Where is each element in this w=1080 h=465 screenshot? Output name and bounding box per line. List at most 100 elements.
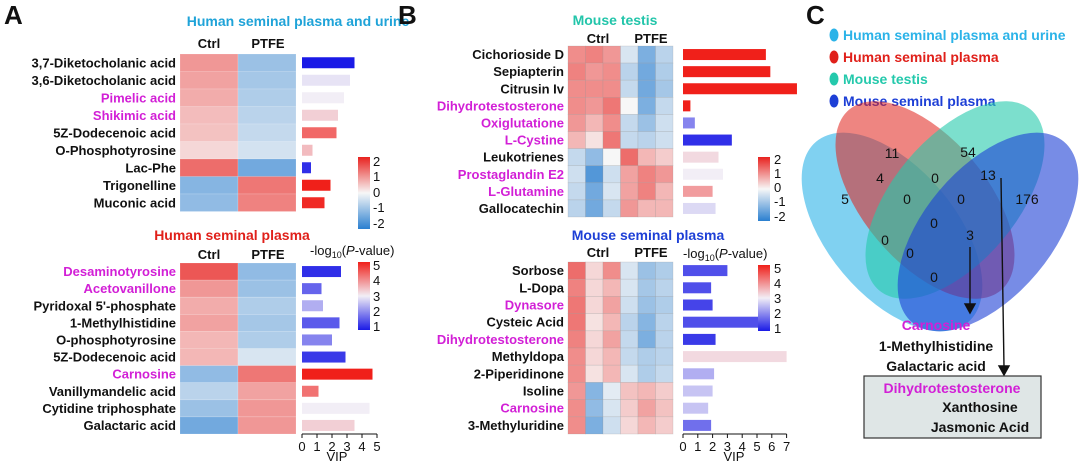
row-label: Cysteic Acid — [486, 315, 564, 330]
heatmap-cell — [179, 71, 239, 90]
row-label: Desaminotyrosine — [63, 264, 176, 279]
heatmap-cell — [567, 296, 586, 314]
heat-legend-a-ticks: 2 1 0 -1 -2 — [373, 154, 385, 231]
row-label: L-Cystine — [505, 133, 564, 148]
heatmap-cell — [179, 158, 239, 177]
row-label: Shikimic acid — [93, 108, 176, 123]
row-label: Gallocatechin — [479, 201, 564, 216]
row-label: Sorbose — [512, 263, 564, 278]
heatmap-cell — [620, 347, 639, 366]
panel-a-top-col-ptfe: PTFE — [251, 36, 285, 51]
heatmap-cell — [655, 114, 674, 132]
panel-b-bottom-row-labels: Sorbose L-Dopa Dynasore Cysteic Acid Dihydro… — [437, 263, 565, 433]
heatmap-cell — [237, 262, 297, 281]
row-label: Carnosine — [112, 367, 176, 382]
venn-arrow-box-head — [997, 365, 1011, 377]
vip-bar — [683, 385, 713, 397]
heatmap-cell — [620, 330, 639, 349]
row-label: 1-Methylhistidine — [70, 315, 176, 330]
panel-b-top-col-ctrl: Ctrl — [587, 31, 609, 46]
heatmap-cell — [585, 313, 604, 332]
pvalue-legend-b-tick-4: 4 — [774, 276, 781, 291]
row-label: Trigonelline — [103, 178, 176, 193]
vip-axis-tick-label: 0 — [679, 439, 686, 454]
vip-bar — [302, 92, 344, 104]
venn-legend-label-mt: Mouse testis — [843, 71, 928, 87]
vip-bar — [302, 74, 350, 86]
heatmap-cell — [620, 79, 639, 98]
heatmap-cell — [620, 131, 639, 149]
heatmap-cell — [637, 97, 656, 115]
pvalue-legend-a-bar — [358, 262, 370, 330]
venn-count-human-plasma-urine-only: 5 — [841, 191, 849, 207]
vip-axis-tick-label: 3 — [724, 439, 731, 454]
heatmap-cell — [637, 364, 656, 383]
heatmap-cell — [567, 199, 586, 218]
panel-a-bottom-title: Human seminal plasma — [154, 227, 310, 243]
heatmap-cell — [567, 114, 586, 132]
pvalue-legend-b-ticks: 5 4 3 2 1 — [774, 261, 781, 336]
heatmap-cell — [620, 148, 639, 167]
vip-bar — [683, 168, 723, 180]
heatmap-cell — [237, 416, 297, 435]
heatmap-cell — [567, 416, 586, 435]
panel-letter-c: C — [806, 0, 825, 30]
row-label: Muconic acid — [94, 195, 176, 210]
heatmap-cell — [620, 261, 639, 280]
panel-a-top-title: Human seminal plasma and urine — [187, 13, 410, 29]
panel-b-top-vip-bars — [683, 49, 797, 214]
panel-b-top-row-labels: Cichorioside D Sepiapterin Citrusin Iv Dihy… — [437, 47, 565, 216]
heatmap-cell — [637, 278, 656, 297]
heatmap-cell — [237, 399, 297, 418]
heatmap-cell — [655, 382, 674, 400]
heatmap-cell — [585, 148, 604, 167]
row-label: O-phosphotyrosine — [56, 332, 176, 347]
panel-b-bottom-heatmap — [567, 261, 674, 435]
row-label: Vanillymandelic acid — [49, 384, 176, 399]
heatmap-cell — [179, 262, 239, 281]
pvalue-legend-b-bar — [758, 265, 770, 331]
panel-a-bottom-vip-bars — [302, 266, 373, 431]
venn-count-mt-mp: 13 — [980, 167, 996, 183]
heatmap-cell — [602, 278, 621, 297]
heatmap-cell — [655, 148, 674, 167]
heatmap-cell — [179, 123, 239, 142]
heatmap-cell — [637, 45, 656, 64]
vip-axis-b-label: VIP — [724, 449, 745, 464]
heatmap-cell — [655, 399, 674, 418]
heatmap-cell — [179, 331, 239, 349]
vip-bar — [302, 179, 331, 191]
venn-count-hpu-mt: 0 — [881, 232, 889, 248]
heatmap-cell — [655, 199, 674, 218]
panel-letter-a: A — [4, 0, 23, 30]
vip-bar — [302, 419, 355, 431]
heatmap-cell — [585, 114, 604, 132]
vip-axis-tick-label: 5 — [373, 439, 380, 454]
heatmap-cell — [237, 123, 297, 142]
heatmap-cell — [585, 382, 604, 400]
venn-count-human-plasma-only: 11 — [885, 145, 900, 161]
vip-axis-tick-label: 2 — [328, 439, 335, 454]
heatmap-cell — [602, 364, 621, 383]
venn-result-box-line-1: Xanthosine — [942, 399, 1018, 415]
vip-bar — [302, 144, 313, 156]
vip-axis-tick-label: 7 — [783, 439, 790, 454]
row-label: 5Z-Dodecenoic acid — [53, 350, 176, 365]
heatmap-cell — [585, 296, 604, 314]
venn-legend-dot-mp — [829, 94, 839, 108]
venn-count-hpu-hp: 4 — [876, 170, 884, 186]
vip-bar — [683, 49, 766, 61]
heatmap-cell — [567, 131, 586, 149]
heatmap-cell — [567, 182, 586, 201]
row-label: Dihydrotestosterone — [437, 332, 564, 347]
panel-b-top-heatmap — [567, 45, 674, 218]
panel-b-top-title: Mouse testis — [573, 12, 658, 28]
vip-axis-tick-label: 2 — [709, 439, 716, 454]
pvalue-legend-a-ticks: 5 4 3 2 1 — [373, 258, 380, 334]
heatmap-cell — [602, 131, 621, 149]
heatmap-cell — [655, 45, 674, 64]
heatmap-cell — [585, 416, 604, 435]
pvalue-legend-b-tick-3: 3 — [774, 291, 781, 306]
vip-bar — [302, 317, 340, 329]
